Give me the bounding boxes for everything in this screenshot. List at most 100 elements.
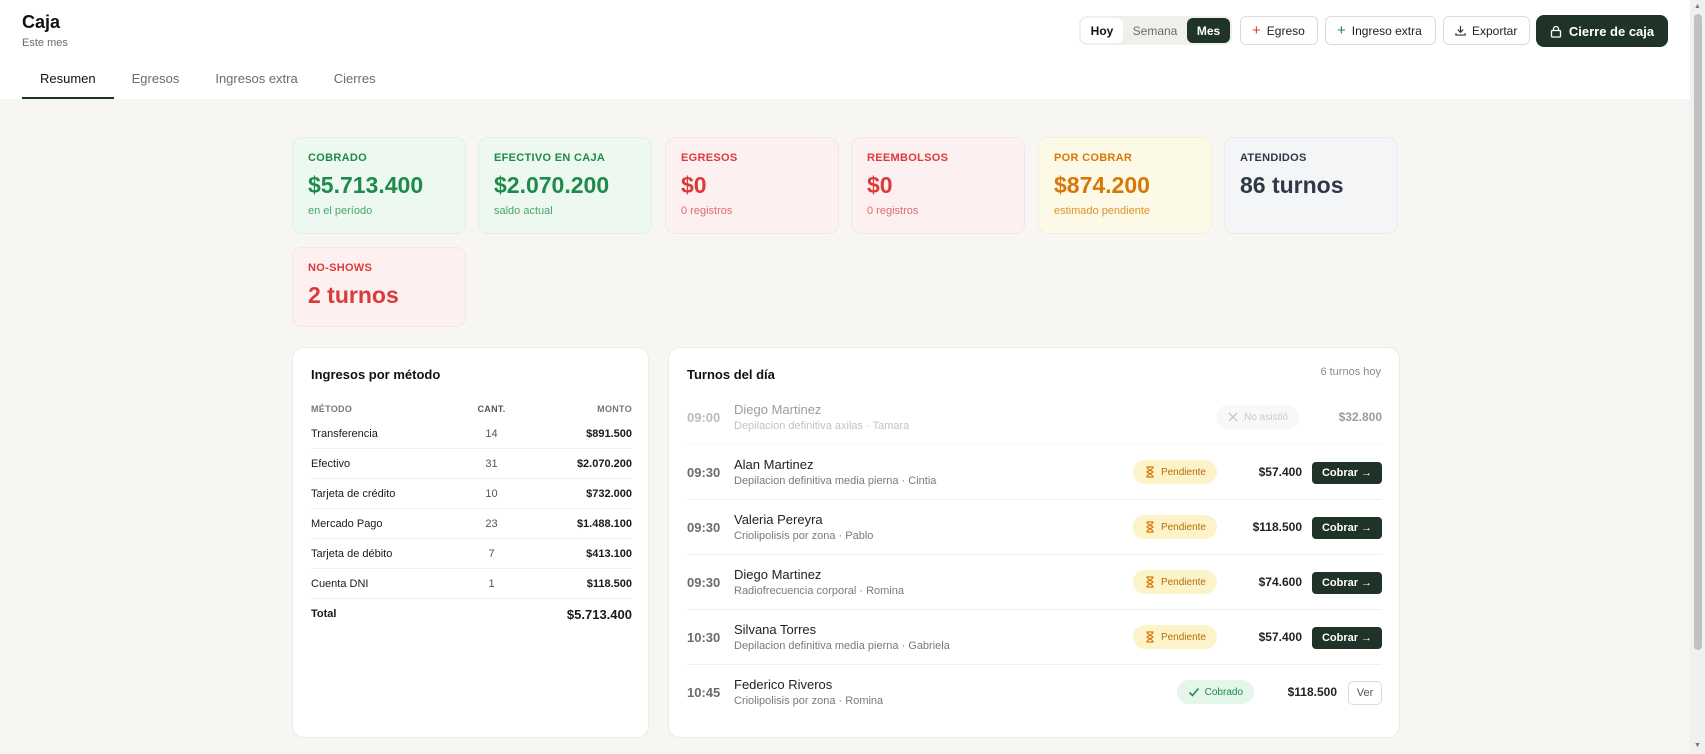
turnos-del-dia-panel: Turnos del día 6 turnos hoy 09:00 Diego … xyxy=(668,347,1400,738)
turno-amount: $118.500 xyxy=(1287,685,1337,699)
column-header-metodo: MÉTODO xyxy=(311,404,353,414)
table-header: MÉTODO CANT. MONTO xyxy=(311,399,632,419)
add-ingreso-extra-button[interactable]: + Ingreso extra xyxy=(1325,16,1436,45)
cant-cell: 1 xyxy=(488,577,495,590)
stat-value: 2 turnos xyxy=(308,282,399,308)
status-label: Pendiente xyxy=(1160,631,1206,643)
metodo-cell: Transferencia xyxy=(311,427,378,440)
turno-name: Diego Martinez xyxy=(734,567,822,582)
cobrar-button[interactable]: Cobrar → xyxy=(1312,627,1382,649)
page-title: Caja xyxy=(22,12,61,32)
scroll-down-arrow-icon[interactable]: ▼ xyxy=(1694,742,1701,749)
period-hoy-button[interactable]: Hoy xyxy=(1081,18,1123,43)
stat-label: NO-SHOWS xyxy=(308,262,373,274)
scroll-up-arrow-icon[interactable]: ▲ xyxy=(1694,3,1701,10)
stat-value: $0 xyxy=(867,172,893,198)
status-label: Pendiente xyxy=(1160,576,1206,588)
add-ingreso-label: Ingreso extra xyxy=(1351,23,1422,38)
total-value: $5.713.400 xyxy=(566,606,632,622)
stat-sub: 0 registros xyxy=(681,205,733,217)
export-label: Exportar xyxy=(1472,23,1518,38)
stat-sub: estimado pendiente xyxy=(1054,205,1151,217)
add-egreso-label: Egreso xyxy=(1266,23,1305,38)
turno-time: 09:00 xyxy=(687,410,721,425)
status-badge: No asistió xyxy=(1216,405,1299,429)
panel-title: Ingresos por método xyxy=(311,367,441,382)
stat-label: POR COBRAR xyxy=(1054,152,1133,164)
column-header-cant: CANT. xyxy=(477,404,506,414)
stat-sub: 0 registros xyxy=(867,205,919,217)
download-icon xyxy=(1455,25,1466,36)
ver-button[interactable]: Ver xyxy=(1348,681,1382,705)
tab-ingresos-extra[interactable]: Ingresos extra xyxy=(215,71,298,86)
panel-title: Turnos del día xyxy=(687,367,775,382)
plus-icon: + xyxy=(1252,22,1261,39)
turno-time: 10:30 xyxy=(687,630,721,645)
cobrar-button[interactable]: Cobrar → xyxy=(1312,462,1382,484)
list-item[interactable]: 09:00 Diego Martinez Depilacion definiti… xyxy=(687,390,1382,445)
ingresos-por-metodo-panel: Ingresos por método MÉTODO CANT. MONTO T… xyxy=(292,347,649,738)
status-label: Pendiente xyxy=(1160,521,1206,533)
table-row: Tarjeta de crédito 10 $732.000 xyxy=(311,479,632,509)
turno-amount: $74.600 xyxy=(1258,575,1302,589)
list-item[interactable]: 10:30 Silvana Torres Depilacion definiti… xyxy=(687,610,1382,665)
metodos-table: MÉTODO CANT. MONTO Transferencia 14 $891… xyxy=(311,399,632,629)
turno-name: Alan Martinez xyxy=(734,457,814,472)
turnos-count: 6 turnos hoy xyxy=(1320,366,1381,378)
stat-label: COBRADO xyxy=(308,152,367,164)
status-badge: Cobrado xyxy=(1176,680,1254,704)
metodo-cell: Tarjeta de débito xyxy=(311,547,393,560)
status-badge: Pendiente xyxy=(1132,515,1217,539)
monto-cell: $732.000 xyxy=(586,487,632,500)
turno-detail: Criolipolisis por zona · Romina xyxy=(734,695,884,707)
top-bar: Caja Este mes Hoy Semana Mes + Egreso + … xyxy=(0,0,1690,99)
list-item[interactable]: 09:30 Diego Martinez Radiofrecuencia cor… xyxy=(687,555,1382,610)
monto-cell: $891.500 xyxy=(586,427,632,440)
hourglass-icon xyxy=(1146,631,1154,643)
turno-amount: $57.400 xyxy=(1258,630,1302,644)
add-egreso-button[interactable]: + Egreso xyxy=(1240,16,1318,45)
check-icon xyxy=(1188,687,1199,697)
scroll-thumb[interactable] xyxy=(1694,14,1702,650)
stat-value: $2.070.200 xyxy=(494,172,610,198)
cierre-de-caja-button[interactable]: Cierre de caja xyxy=(1536,15,1668,47)
tab-cierres[interactable]: Cierres xyxy=(333,71,376,86)
stat-card-egresos: EGRESOS $0 0 registros xyxy=(665,137,839,234)
scrollbar[interactable]: ▲ ▼ xyxy=(1690,0,1705,754)
turno-name: Diego Martinez xyxy=(734,402,822,417)
list-item[interactable]: 09:30 Alan Martinez Depilacion definitiv… xyxy=(687,445,1382,500)
table-row: Transferencia 14 $891.500 xyxy=(311,419,632,449)
stat-card-por-cobrar: POR COBRAR $874.200 estimado pendiente xyxy=(1038,137,1212,234)
list-item[interactable]: 10:45 Federico Riveros Criolipolisis por… xyxy=(687,665,1382,720)
tab-resumen[interactable]: Resumen xyxy=(22,65,114,99)
list-item[interactable]: 09:30 Valeria Pereyra Criolipolisis por … xyxy=(687,500,1382,555)
period-semana-button[interactable]: Semana xyxy=(1132,23,1178,38)
stat-sub: saldo actual xyxy=(494,205,553,217)
stat-value: $5.713.400 xyxy=(308,172,424,198)
turno-detail: Criolipolisis por zona · Pablo xyxy=(734,530,874,542)
cobrar-button[interactable]: Cobrar → xyxy=(1312,572,1382,594)
stat-card-atendidos: ATENDIDOS 86 turnos xyxy=(1224,137,1398,234)
turno-amount: $57.400 xyxy=(1258,465,1302,479)
turnos-list: 09:00 Diego Martinez Depilacion definiti… xyxy=(687,390,1382,720)
period-selector: Hoy Semana Mes xyxy=(1079,16,1232,45)
column-header-monto: MONTO xyxy=(597,404,632,414)
turno-amount: $118.500 xyxy=(1252,520,1302,534)
stat-label: EFECTIVO EN CAJA xyxy=(494,152,606,164)
turno-time: 10:45 xyxy=(687,685,721,700)
export-button[interactable]: Exportar xyxy=(1443,16,1530,45)
turno-detail: Depilacion definitiva media pierna · Cin… xyxy=(734,475,937,487)
turno-name: Valeria Pereyra xyxy=(734,512,823,527)
stat-value: $0 xyxy=(681,172,707,198)
table-row: Efectivo 31 $2.070.200 xyxy=(311,449,632,479)
metodo-cell: Tarjeta de crédito xyxy=(311,487,396,500)
cant-cell: 31 xyxy=(485,457,498,470)
tab-egresos[interactable]: Egresos xyxy=(131,71,180,86)
stat-card-cobrado: COBRADO $5.713.400 en el período xyxy=(292,137,466,234)
page-subtitle: Este mes xyxy=(22,37,68,49)
cant-cell: 7 xyxy=(488,547,495,560)
period-mes-button[interactable]: Mes xyxy=(1187,18,1230,43)
cobrar-button[interactable]: Cobrar → xyxy=(1312,517,1382,539)
total-row: Total $5.713.400 xyxy=(311,599,632,629)
hourglass-icon xyxy=(1146,466,1154,478)
